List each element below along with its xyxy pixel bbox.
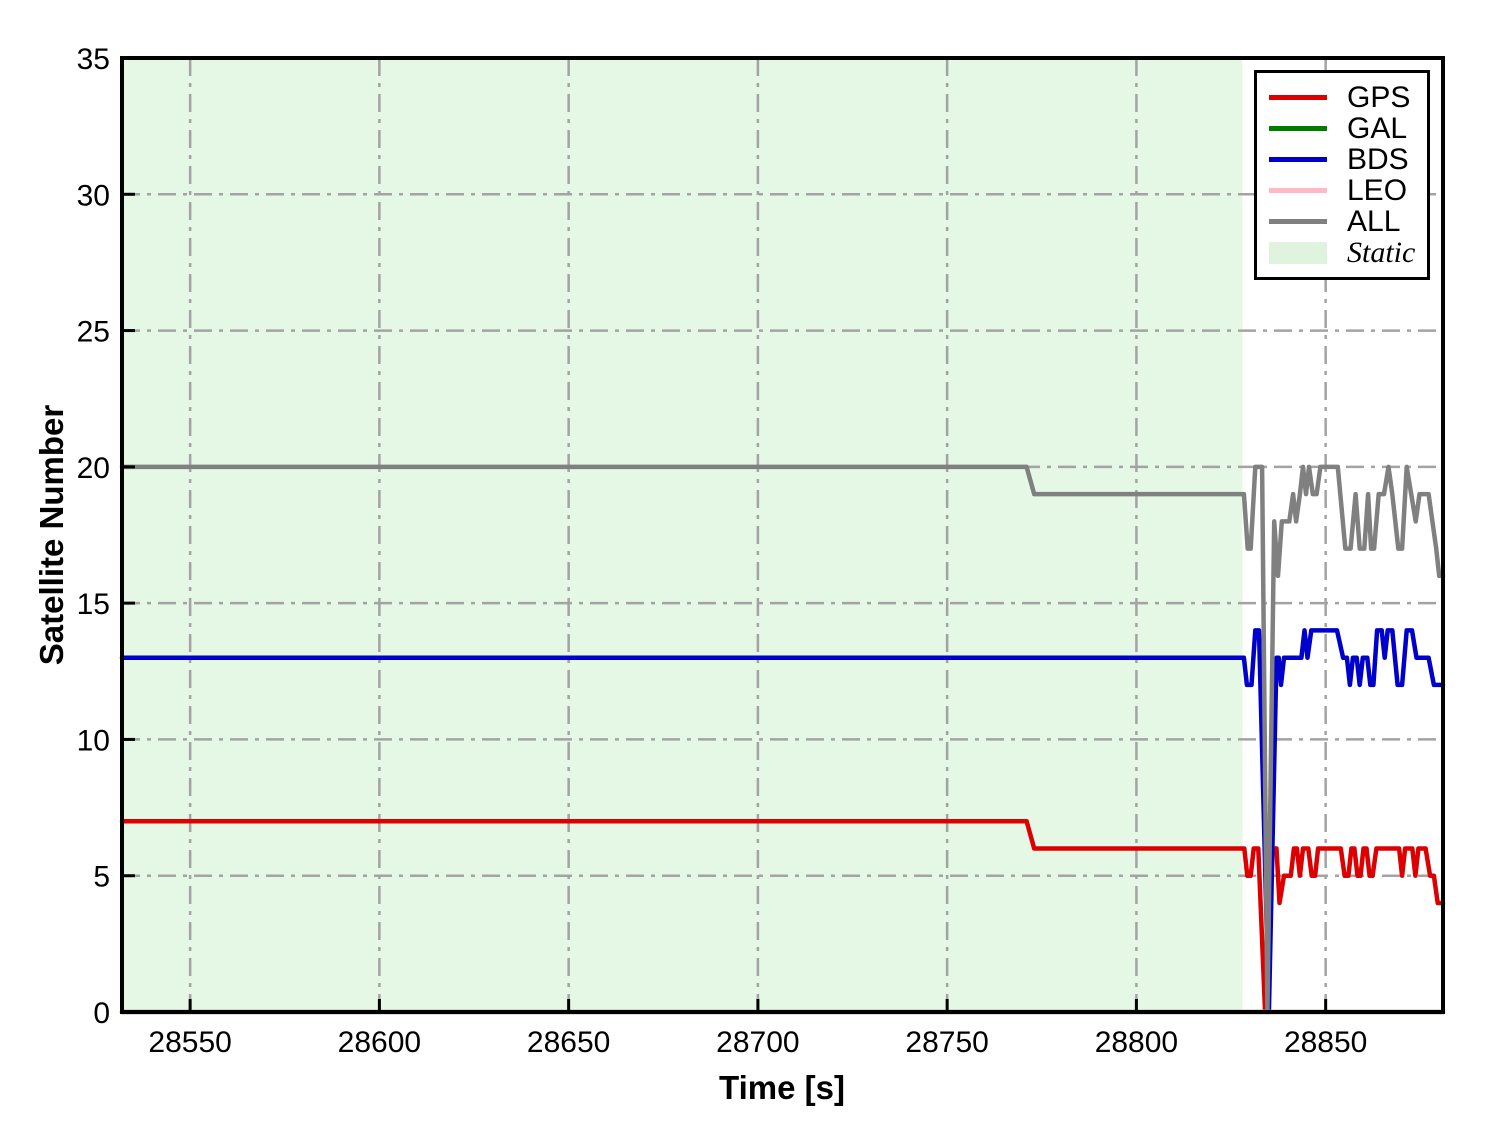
x-tick-label: 28550 — [148, 1026, 231, 1059]
legend: GPS GAL BDS LEO ALL Static — [1254, 70, 1430, 280]
x-tick-label: 28750 — [905, 1026, 988, 1059]
x-tick-label: 28700 — [716, 1026, 799, 1059]
legend-swatch-gal — [1269, 126, 1327, 131]
legend-entry-static: Static — [1269, 237, 1421, 268]
legend-label-all: ALL — [1347, 204, 1401, 238]
legend-label-bds: BDS — [1347, 142, 1409, 176]
legend-swatch-gps — [1269, 95, 1327, 100]
legend-label-static: Static — [1347, 235, 1416, 269]
legend-entry-gal: GAL — [1269, 113, 1421, 144]
legend-entry-leo: LEO — [1269, 175, 1421, 206]
x-tick-label: 28600 — [338, 1026, 421, 1059]
legend-swatch-static — [1269, 241, 1327, 264]
y-tick-label: 20 — [77, 452, 110, 485]
series-line-all — [119, 464, 1446, 1015]
y-axis-label: Satellite Number — [33, 404, 70, 666]
y-tick-label: 0 — [93, 997, 110, 1030]
y-tick-label: 5 — [93, 861, 110, 894]
legend-swatch-all — [1269, 219, 1327, 224]
legend-label-gal: GAL — [1347, 111, 1408, 145]
y-tick-label: 15 — [77, 588, 110, 621]
x-axis-label: Time [s] — [719, 1069, 845, 1106]
legend-swatch-bds — [1269, 157, 1327, 162]
x-tick-label: 28850 — [1284, 1026, 1367, 1059]
series-line-bds — [119, 628, 1446, 1015]
y-tick-label: 25 — [77, 316, 110, 349]
legend-entry-gps: GPS — [1269, 82, 1421, 113]
legend-entry-all: ALL — [1269, 206, 1421, 237]
y-tick-label: 10 — [77, 724, 110, 757]
x-tick-label: 28800 — [1095, 1026, 1178, 1059]
legend-swatch-leo — [1269, 188, 1327, 193]
series-line-gps — [119, 818, 1446, 1015]
static-region — [122, 58, 1243, 1012]
legend-label-leo: LEO — [1347, 173, 1408, 207]
x-tick-label: 28650 — [527, 1026, 610, 1059]
y-tick-label: 35 — [77, 43, 110, 76]
legend-entry-bds: BDS — [1269, 144, 1421, 175]
legend-label-gps: GPS — [1347, 80, 1411, 114]
y-tick-label: 30 — [77, 179, 110, 212]
axes-frame — [120, 56, 1445, 1014]
